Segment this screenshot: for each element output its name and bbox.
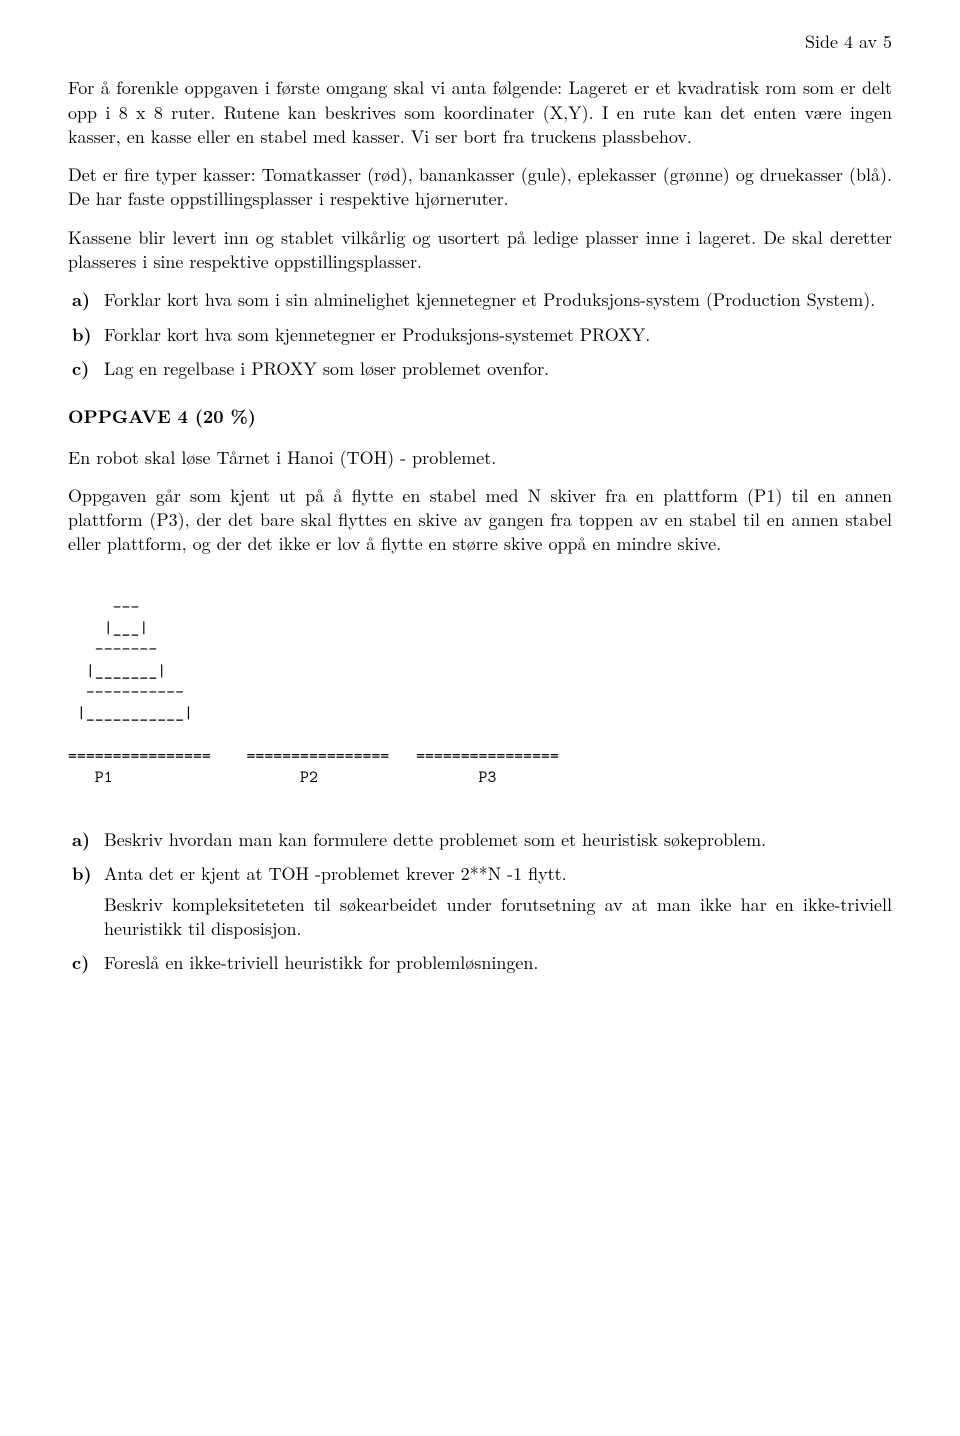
exam-page: Side 4 av 5 For å forenkle oppgaven i fø…: [0, 0, 960, 1059]
question-2b-text: Anta det er kjent at TOH -problemet krev…: [104, 861, 567, 886]
question-1c: c) Lag en regelbase i PROXY som løser pr…: [68, 357, 892, 381]
question-list-2: a) Beskriv hvordan man kan formulere det…: [68, 828, 892, 975]
question-1a: a) Forklar kort hva som i sin almineligh…: [68, 288, 892, 312]
question-2b: b) Anta det er kjent at TOH -problemet k…: [68, 862, 892, 941]
heading-oppgave-4: OPPGAVE 4 (20 %): [68, 405, 892, 429]
list-marker-b: b): [72, 862, 92, 886]
ascii-hanoi-diagram: --- |___| ------- |_______| ----------- …: [68, 597, 892, 788]
question-2a: a) Beskriv hvordan man kan formulere det…: [68, 828, 892, 852]
question-list-1: a) Forklar kort hva som i sin almineligh…: [68, 288, 892, 381]
question-1b-text: Forklar kort hva som kjennetegner er Pro…: [104, 322, 650, 347]
paragraph-intro-2: Det er fire typer kasser: Tomatkasser (r…: [68, 163, 892, 212]
question-2c: c) Foreslå en ikke-triviell heuristikk f…: [68, 951, 892, 975]
page-number: Side 4 av 5: [68, 30, 892, 54]
question-2b-cont: Beskriv kompleksiteteten til søkearbeide…: [104, 893, 892, 942]
question-1c-text: Lag en regelbase i PROXY som løser probl…: [104, 356, 549, 381]
paragraph-intro-3: Kassene blir levert inn og stablet vilkå…: [68, 226, 892, 275]
paragraph-toh-1: En robot skal løse Tårnet i Hanoi (TOH) …: [68, 446, 892, 470]
paragraph-intro-1: For å forenkle oppgaven i første omgang …: [68, 76, 892, 149]
list-marker-c: c): [72, 357, 89, 381]
list-marker-b: b): [72, 323, 92, 347]
question-1b: b) Forklar kort hva som kjennetegner er …: [68, 323, 892, 347]
question-1a-text: Forklar kort hva som i sin alminelighet …: [104, 287, 875, 312]
paragraph-toh-2: Oppgaven går som kjent ut på å flytte en…: [68, 484, 892, 557]
list-marker-c: c): [72, 951, 89, 975]
list-marker-a: a): [72, 828, 90, 852]
question-2a-text: Beskriv hvordan man kan formulere dette …: [104, 827, 766, 852]
question-2c-text: Foreslå en ikke-triviell heuristikk for …: [104, 950, 538, 975]
list-marker-a: a): [72, 288, 90, 312]
